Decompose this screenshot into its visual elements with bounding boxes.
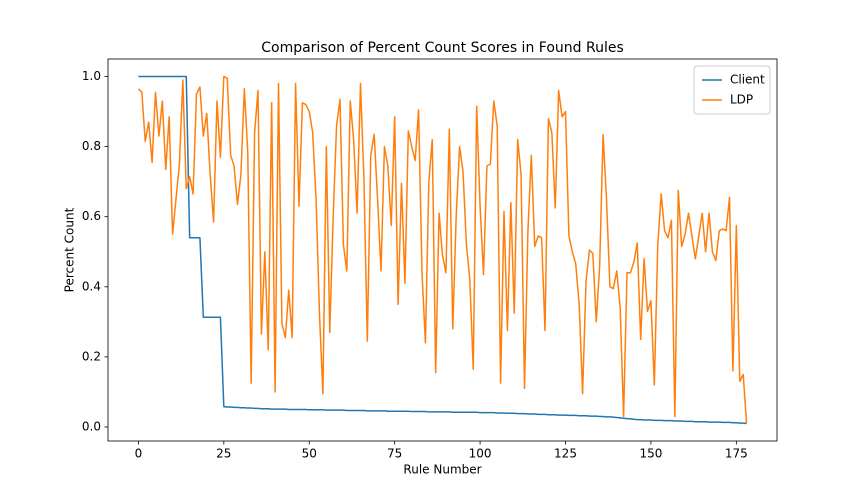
x-tick-label: 100	[469, 447, 492, 461]
y-tick-label: 1.0	[82, 69, 101, 83]
y-axis-label: Percent Count	[63, 207, 77, 292]
x-tick-label: 25	[216, 447, 231, 461]
y-tick-label: 0.2	[82, 349, 101, 363]
chart-title: Comparison of Percent Count Scores in Fo…	[261, 40, 624, 56]
x-tick-label: 75	[387, 447, 402, 461]
legend-label: Client	[730, 73, 765, 87]
legend: Client LDP	[693, 65, 771, 115]
x-tick-label: 125	[554, 447, 577, 461]
legend-label: LDP	[730, 93, 753, 107]
line-series	[137, 75, 748, 424]
x-tick-label: 150	[639, 447, 662, 461]
x-axis-label: Rule Number	[403, 463, 481, 477]
y-tick-label: 0.0	[82, 419, 101, 433]
x-tick-label: 50	[302, 447, 317, 461]
line-series	[138, 75, 747, 425]
legend-box	[693, 65, 771, 115]
plot-frame	[107, 58, 778, 442]
y-tick-label: 0.6	[82, 209, 101, 223]
y-tick-label: 0.4	[82, 279, 101, 293]
x-tick-label: 0	[135, 447, 143, 461]
x-tick-label: 175	[725, 447, 748, 461]
y-tick-label: 0.8	[82, 139, 101, 153]
